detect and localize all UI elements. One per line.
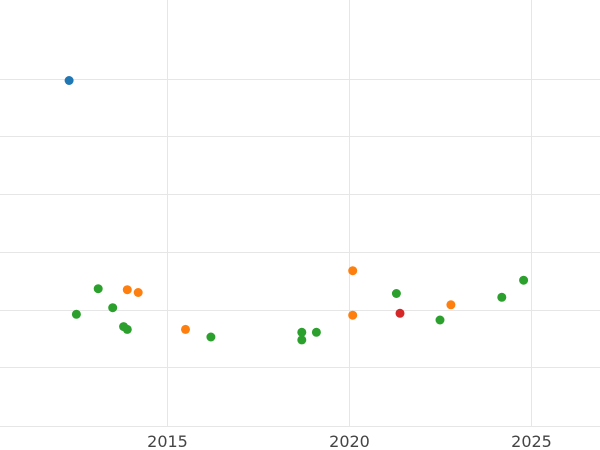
data-point-s0-0	[64, 76, 74, 85]
data-point-s1-7	[297, 335, 307, 345]
data-point-s1-6	[297, 327, 307, 337]
data-point-s1-9	[391, 289, 401, 298]
data-point-s1-10	[435, 315, 445, 325]
data-point-s1-11	[497, 292, 507, 302]
data-point-s1-0	[71, 309, 81, 319]
data-point-s1-8	[311, 327, 321, 337]
vertical-gridlines	[167, 0, 532, 426]
data-point-s1-5	[206, 332, 216, 342]
data-point-s2-2	[181, 324, 190, 334]
x-tick-labels: 2015 2020 2025	[147, 432, 552, 450]
data-point-s1-12	[519, 275, 529, 285]
data-points	[64, 76, 529, 345]
horizontal-gridlines	[0, 79, 600, 427]
data-point-s2-4	[348, 310, 358, 320]
x-tick-label-2020: 2020	[329, 432, 370, 450]
data-point-s1-2	[108, 303, 118, 313]
data-point-s1-1	[93, 284, 103, 294]
data-point-s2-5	[446, 300, 456, 310]
x-tick-label-2015: 2015	[147, 432, 188, 450]
data-point-s2-0	[122, 285, 132, 295]
data-point-s2-3	[348, 266, 358, 276]
data-point-s1-4	[122, 324, 132, 334]
data-point-s2-1	[133, 288, 143, 297]
x-tick-label-2025: 2025	[511, 432, 552, 450]
data-point-s3-0	[395, 308, 405, 318]
